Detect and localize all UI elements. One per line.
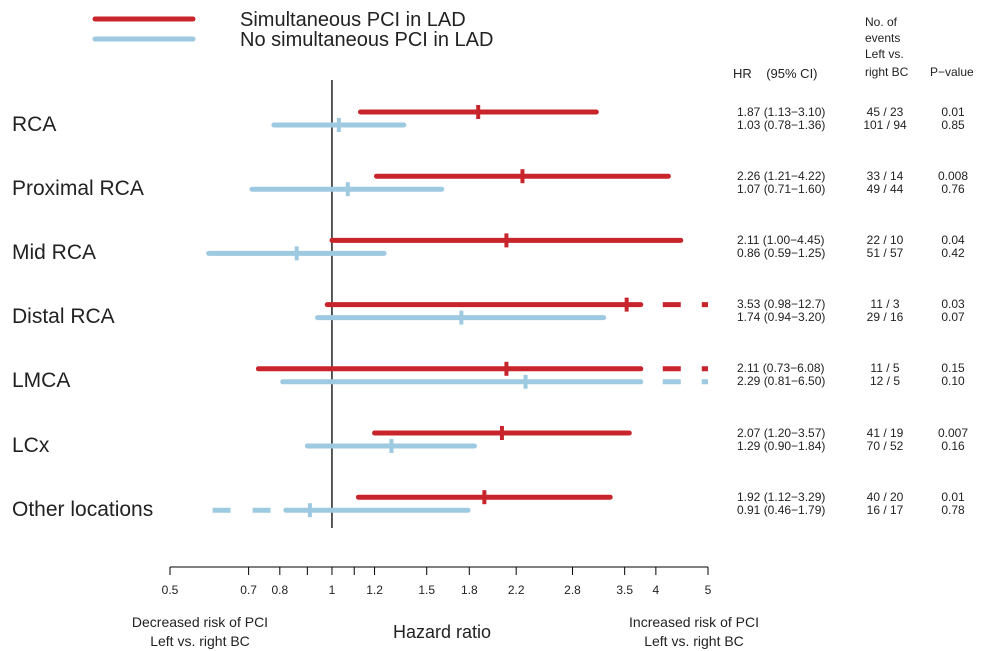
header-events-line1: No. of (865, 15, 898, 29)
hr-ci-text: 2.07 (1.20−3.57) (737, 426, 825, 440)
events-text: 40 / 20 (867, 490, 904, 504)
pvalue-text: 0.008 (938, 169, 968, 183)
legend-label-simultaneous: Simultaneous PCI in LAD (240, 9, 466, 31)
pvalue-text: 0.01 (941, 490, 965, 504)
x-tick-label: 1.8 (461, 583, 478, 597)
header-events-line2: events (865, 31, 900, 45)
events-text: 45 / 23 (867, 105, 904, 119)
x-tick-label: 0.7 (240, 583, 257, 597)
events-text: 11 / 3 (870, 297, 899, 311)
row-label-mid-rca: Mid RCA (12, 241, 96, 264)
header-hr-ci: HR (95% CI) (733, 66, 818, 81)
hr-ci-text: 1.74 (0.94−3.20) (737, 310, 825, 324)
events-text: 51 / 57 (867, 246, 904, 260)
hr-ci-text: 2.11 (0.73−6.08) (737, 361, 825, 375)
events-text: 41 / 19 (867, 426, 904, 440)
x-tick-label: 2.8 (564, 583, 581, 597)
row-label-distal-rca: Distal RCA (12, 305, 115, 328)
legend-label-no-simultaneous: No simultaneous PCI in LAD (240, 29, 493, 51)
header-events-line4: right BC (865, 65, 909, 79)
hr-ci-text: 2.29 (0.81−6.50) (737, 374, 825, 388)
hr-ci-text: 2.11 (1.00−4.45) (737, 233, 825, 247)
header-pvalue: P−value (930, 65, 974, 79)
stats-columns: 1.87 (1.13−3.10) 1.03 (0.78−1.36) 45 / 2… (737, 105, 968, 517)
pvalue-text: 0.15 (941, 361, 965, 375)
hr-ci-text: 1.87 (1.13−3.10) (737, 105, 825, 119)
hr-ci-text: 0.91 (0.46−1.79) (737, 503, 825, 517)
header-events-line3: Left vs. (865, 47, 904, 61)
ci-marks (206, 105, 708, 518)
x-tick-label: 5 (705, 583, 712, 597)
x-axis-title: Hazard ratio (393, 622, 491, 642)
events-text: 101 / 94 (863, 118, 907, 132)
x-axis: 0.5 0.7 0.8 1 1.2 1.5 1.8 2.2 2.8 3.5 4 5 (162, 80, 712, 597)
pvalue-text: 0.07 (941, 310, 965, 324)
events-text: 49 / 44 (867, 182, 904, 196)
hr-ci-text: 1.29 (0.90−1.84) (737, 439, 825, 453)
row-label-proximal-rca: Proximal RCA (12, 177, 144, 200)
legend: Simultaneous PCI in LAD No simultaneous … (92, 9, 493, 51)
x-tick-label: 1.2 (366, 583, 383, 597)
row-label-rca: RCA (12, 113, 56, 136)
x-tick-label: 3.5 (616, 583, 633, 597)
pvalue-text: 0.85 (941, 118, 965, 132)
row-labels: RCA Proximal RCA Mid RCA Distal RCA LMCA… (12, 113, 153, 521)
right-annotation-line2: Left vs. right BC (644, 633, 744, 649)
x-tick-label: 1 (329, 583, 336, 597)
pvalue-text: 0.42 (941, 246, 965, 260)
left-annotation-line1: Decreased risk of PCI (132, 614, 268, 630)
pvalue-text: 0.01 (941, 105, 965, 119)
pvalue-text: 0.10 (941, 374, 965, 388)
hr-ci-text: 1.03 (0.78−1.36) (737, 118, 825, 132)
hr-ci-text: 0.86 (0.59−1.25) (737, 246, 825, 260)
hr-ci-text: 3.53 (0.98−12.7) (737, 297, 825, 311)
hr-ci-text: 2.26 (1.21−4.22) (737, 169, 825, 183)
right-annotation-line1: Increased risk of PCI (629, 614, 759, 630)
pvalue-text: 0.03 (941, 297, 965, 311)
axis-annotations: Hazard ratio Decreased risk of PCI Left … (132, 614, 759, 649)
column-headers: HR (95% CI) No. of events Left vs. right… (733, 15, 974, 81)
pvalue-text: 0.16 (941, 439, 965, 453)
hr-ci-text: 1.92 (1.12−3.29) (737, 490, 825, 504)
events-text: 22 / 10 (867, 233, 904, 247)
events-text: 16 / 17 (867, 503, 904, 517)
events-text: 12 / 5 (870, 374, 900, 388)
pvalue-text: 0.76 (941, 182, 965, 196)
left-annotation-line2: Left vs. right BC (150, 633, 250, 649)
events-text: 29 / 16 (867, 310, 904, 324)
row-label-other-locations: Other locations (12, 498, 153, 521)
events-text: 11 / 5 (870, 361, 899, 375)
row-label-lcx: LCx (12, 434, 50, 457)
pvalue-text: 0.007 (938, 426, 968, 440)
pvalue-text: 0.78 (941, 503, 965, 517)
events-text: 70 / 52 (867, 439, 904, 453)
pvalue-text: 0.04 (941, 233, 965, 247)
x-tick-label: 0.5 (162, 583, 179, 597)
events-text: 33 / 14 (867, 169, 904, 183)
hr-ci-text: 1.07 (0.71−1.60) (737, 182, 825, 196)
row-label-lmca: LMCA (12, 369, 70, 392)
x-tick-label: 4 (653, 583, 660, 597)
x-tick-label: 1.5 (418, 583, 435, 597)
x-tick-label: 2.2 (508, 583, 525, 597)
x-tick-label: 0.8 (271, 583, 288, 597)
